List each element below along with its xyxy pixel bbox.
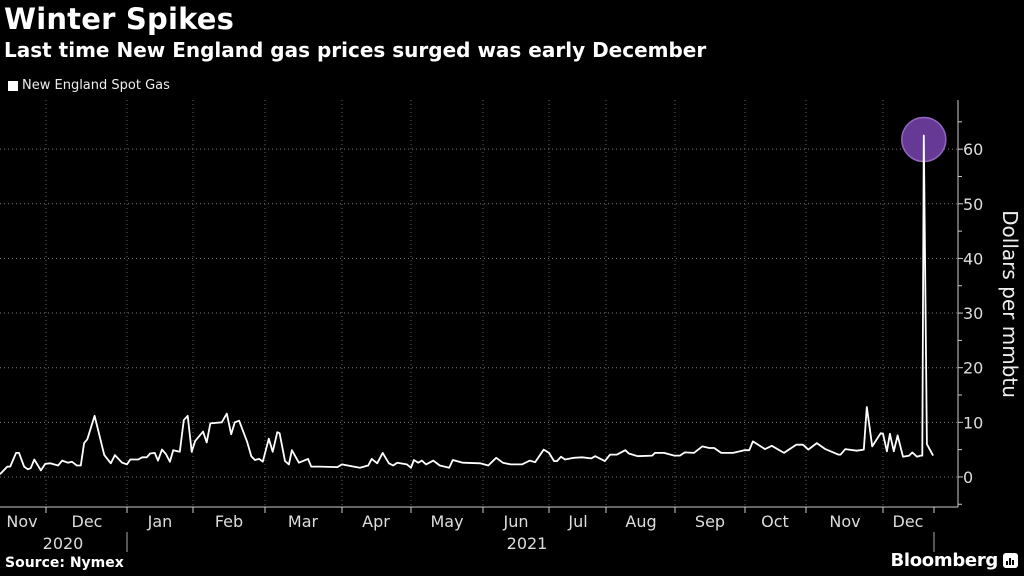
bloomberg-chart-icon [1003, 553, 1018, 568]
chart-subtitle: Last time New England gas prices surged … [4, 38, 707, 62]
x-tick-label: Sep [695, 512, 725, 531]
x-tick-label: Oct [761, 512, 789, 531]
y-tick-label: 60 [963, 140, 983, 159]
x-tick-label: Nov [6, 512, 37, 531]
year-label: 2021 [507, 534, 548, 553]
x-tick-label: Mar [288, 512, 319, 531]
series [0, 116, 947, 475]
bloomberg-logo: Bloomberg [890, 550, 998, 571]
legend-label: New England Spot Gas [22, 78, 170, 93]
x-tick-label: May [430, 512, 463, 531]
x-tick-label: Dec [72, 512, 103, 531]
y-axis-title: Dollars per mmbtu [998, 210, 1022, 398]
x-tick-label: Jan [147, 512, 173, 531]
legend-swatch [8, 80, 18, 91]
series-line-new-england-spot-gas [0, 134, 934, 475]
y-tick-label: 0 [963, 468, 973, 487]
y-tick-label: 50 [963, 195, 983, 214]
source-note: Source: Nymex [5, 555, 124, 571]
y-tick-label: 20 [963, 359, 983, 378]
y-tick-label: 10 [963, 413, 983, 432]
x-tick-label: Nov [829, 512, 860, 531]
x-tick-label: Jul [567, 512, 587, 531]
year-label: 2020 [43, 534, 84, 553]
x-tick-label: Apr [362, 512, 390, 531]
y-tick-label: 40 [963, 249, 983, 268]
y-tick-label: 30 [963, 304, 983, 323]
x-tick-label: Aug [625, 512, 656, 531]
chart-title: Winter Spikes [4, 2, 235, 36]
x-tick-label: Dec [893, 512, 924, 531]
legend: New England Spot Gas [8, 78, 170, 93]
axes: 0 10 20 30 40 50 60 Nov Dec Jan Feb Mar Apr May Jun Jul… [0, 100, 983, 553]
x-tick-label: Feb [215, 512, 243, 531]
x-tick-label: Jun [503, 512, 529, 531]
